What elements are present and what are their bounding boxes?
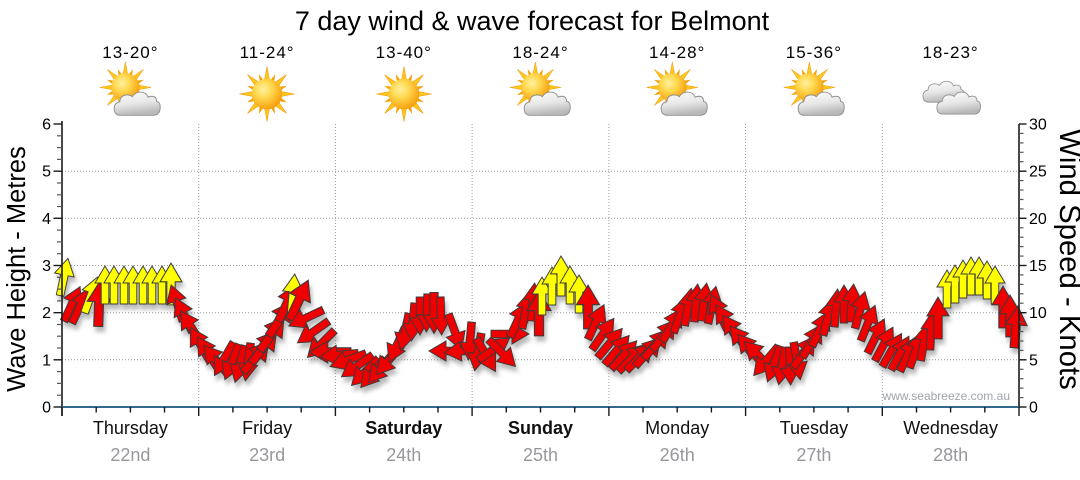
svg-text:Wednesday: Wednesday [903, 418, 998, 438]
svg-text:20: 20 [1029, 211, 1047, 228]
svg-text:25th: 25th [523, 445, 558, 465]
svg-text:0: 0 [1029, 400, 1038, 417]
svg-text:22nd: 22nd [110, 445, 150, 465]
svg-text:www.seabreeze.com.au: www.seabreeze.com.au [882, 389, 1010, 403]
svg-text:6: 6 [42, 117, 51, 134]
svg-text:Friday: Friday [242, 418, 292, 438]
svg-text:Thursday: Thursday [93, 418, 168, 438]
svg-text:11-24°: 11-24° [240, 43, 295, 62]
svg-text:3: 3 [42, 258, 51, 275]
svg-text:Tuesday: Tuesday [780, 418, 848, 438]
svg-text:7 day wind & wave forecast for: 7 day wind & wave forecast for Belmont [295, 6, 770, 36]
svg-text:4: 4 [42, 211, 51, 228]
svg-text:23rd: 23rd [249, 445, 285, 465]
svg-text:24th: 24th [386, 445, 421, 465]
svg-text:Saturday: Saturday [365, 418, 442, 438]
svg-text:14-28°: 14-28° [649, 43, 705, 62]
svg-text:5: 5 [42, 164, 51, 181]
svg-text:27th: 27th [796, 445, 831, 465]
svg-text:Wind Speed - Knots: Wind Speed - Knots [1053, 129, 1080, 390]
svg-text:0: 0 [42, 400, 51, 417]
svg-text:28th: 28th [933, 445, 968, 465]
svg-text:15-36°: 15-36° [786, 43, 842, 62]
svg-text:26th: 26th [660, 445, 695, 465]
svg-text:1: 1 [42, 352, 51, 369]
svg-text:5: 5 [1029, 352, 1038, 369]
svg-text:10: 10 [1029, 305, 1047, 322]
svg-text:13-40°: 13-40° [376, 43, 432, 62]
svg-text:Monday: Monday [645, 418, 709, 438]
svg-text:18-23°: 18-23° [922, 43, 978, 62]
svg-text:15: 15 [1029, 258, 1047, 275]
svg-text:18-24°: 18-24° [512, 43, 568, 62]
svg-text:25: 25 [1029, 164, 1047, 181]
svg-text:Sunday: Sunday [508, 418, 573, 438]
svg-text:30: 30 [1029, 117, 1047, 134]
svg-text:Wave Height - Metres: Wave Height - Metres [3, 146, 31, 392]
svg-text:2: 2 [42, 305, 51, 322]
svg-text:13-20°: 13-20° [102, 43, 158, 62]
